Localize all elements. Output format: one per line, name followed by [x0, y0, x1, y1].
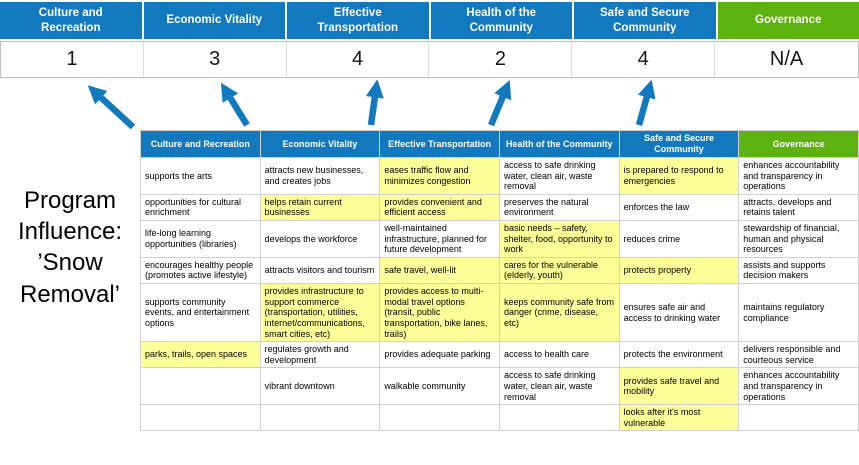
- table-cell: [738, 404, 859, 432]
- score-row: 1 3 4 2 4 N/A: [0, 41, 859, 78]
- table-cell: basic needs – safety, shelter, food, opp…: [498, 220, 620, 258]
- table-cell: access to safe drinking water, clean air…: [498, 367, 620, 406]
- table-cell: stewardship of financial, human and phys…: [738, 220, 859, 258]
- table-row: supports the arts attracts new businesses…: [140, 157, 859, 195]
- table-cell: eases traffic flow and minimizes congest…: [379, 157, 500, 195]
- table-cell: supports community events, and entertain…: [140, 283, 261, 343]
- pillar-score: N/A: [769, 48, 804, 70]
- table-cell: keeps community safe from danger (crime,…: [498, 283, 620, 343]
- pillar-score: 4: [287, 42, 430, 77]
- table-row: opportunities for cultural enrichment hel…: [140, 193, 859, 222]
- pillar-header: Safe and Secure Community: [574, 2, 716, 39]
- table-cell: encourages healthy people (promotes acti…: [140, 256, 261, 285]
- table-cell: enforces the law: [618, 193, 740, 222]
- table-header-cell: Safe and Secure Community: [618, 130, 740, 158]
- table-cell: [259, 404, 381, 432]
- table-row: encourages healthy people (promotes acti…: [140, 256, 859, 285]
- table-cell: cares for the vulnerable (elderly, youth…: [498, 256, 620, 285]
- table-cell: provides access to multi-modal travel op…: [379, 283, 500, 343]
- pillar-header-row: Culture and Recreation Economic Vitality E…: [0, 2, 859, 39]
- table-cell: [379, 404, 500, 432]
- table-cell: walkable community: [379, 367, 500, 406]
- pillar-header: Culture and Recreation: [0, 2, 142, 39]
- table-row: supports community events, and entertain…: [140, 283, 859, 343]
- pillar-matrix: Culture and Recreation Economic Vitality E…: [140, 130, 859, 432]
- table-cell: preserves the natural environment: [498, 193, 620, 222]
- table-cell: access to safe drinking water, clean air…: [498, 157, 620, 195]
- table-cell: assists and supports decision makers: [738, 256, 859, 285]
- table-cell: vibrant downtown: [259, 367, 381, 406]
- table-header-row: Culture and Recreation Economic Vitality E…: [140, 130, 859, 158]
- table-cell: life-long learning opportunities (librar…: [140, 220, 261, 258]
- pillar-table: Culture and Recreation Economic Vitality E…: [140, 130, 859, 432]
- pillar-header: Effective Transportation: [287, 2, 429, 39]
- table-cell: attracts, develops and retains talent: [738, 193, 859, 222]
- table-row: vibrant downtown walkable community access…: [140, 367, 859, 406]
- table-cell: protects the environment: [618, 341, 740, 369]
- table-header-cell: Economic Vitality: [259, 130, 381, 158]
- table-cell: provides convenient and efficient access: [379, 193, 500, 222]
- table-cell: provides infrastructure to support comme…: [259, 283, 381, 343]
- table-cell: enhances accountability and transparency…: [738, 157, 859, 195]
- pillar-header: Health of the Community: [430, 2, 572, 39]
- pillar-header: Governance: [717, 2, 859, 39]
- table-cell: regulates growth and development: [259, 341, 381, 369]
- table-cell: protects property: [618, 256, 740, 285]
- up-arrow-icon: [488, 80, 512, 127]
- table-cell: reduces crime: [618, 220, 740, 258]
- table-row: looks after it's most vulnerable: [140, 404, 859, 432]
- table-cell: maintains regulatory compliance: [738, 283, 859, 343]
- table-cell: enhances accountability and transparency…: [738, 367, 859, 406]
- table-header-cell: Culture and Recreation: [140, 130, 261, 158]
- up-arrow-icon: [365, 80, 384, 126]
- up-arrow-icon: [220, 82, 250, 127]
- table-cell: helps retain current businesses: [259, 193, 381, 222]
- table-cell: safe travel, well-lit: [379, 256, 500, 285]
- table-cell: develops the workforce: [259, 220, 381, 258]
- table-header-cell: Governance: [738, 130, 859, 158]
- table-cell: is prepared to respond to emergencies: [618, 157, 740, 195]
- table-cell: [498, 404, 620, 432]
- table-cell: attracts visitors and tourism: [259, 256, 381, 285]
- table-header-cell: Health of the Community: [498, 130, 620, 158]
- up-arrow-icon: [87, 85, 136, 130]
- program-influence-label: Program Influence: ’Snow Removal’: [17, 187, 123, 308]
- table-cell: ensures safe air and access to drinking …: [618, 283, 740, 343]
- pillar-score: 3: [144, 42, 287, 77]
- table-cell: delivers responsible and courteous servi…: [738, 341, 859, 369]
- table-header-cell: Effective Transportation: [379, 130, 500, 158]
- table-row: parks, trails, open spaces regulates grow…: [140, 341, 859, 369]
- arrows-layer: [87, 80, 656, 130]
- table-cell: opportunities for cultural enrichment: [140, 193, 261, 222]
- table-body: supports the arts attracts new businesses…: [140, 157, 859, 432]
- table-cell: attracts new businesses, and creates job…: [259, 157, 381, 195]
- table-cell: provides adequate parking: [379, 341, 500, 369]
- table-cell: [140, 404, 261, 432]
- pillar-score: 4: [572, 42, 716, 77]
- table-cell: [140, 367, 261, 406]
- table-row: life-long learning opportunities (librar…: [140, 220, 859, 258]
- pillar-score: 1: [1, 42, 144, 77]
- table-cell: parks, trails, open spaces: [140, 341, 261, 369]
- table-cell: access to health care: [498, 341, 620, 369]
- pillar-score: 2: [429, 42, 573, 77]
- table-cell: looks after it's most vulnerable: [618, 404, 740, 432]
- table-cell: provides safe travel and mobility: [618, 367, 740, 406]
- up-arrow-icon: [635, 80, 656, 126]
- pillar-header: Economic Vitality: [143, 2, 285, 39]
- table-cell: well-maintained infrastructure, planned …: [379, 220, 500, 258]
- table-cell: supports the arts: [140, 157, 261, 195]
